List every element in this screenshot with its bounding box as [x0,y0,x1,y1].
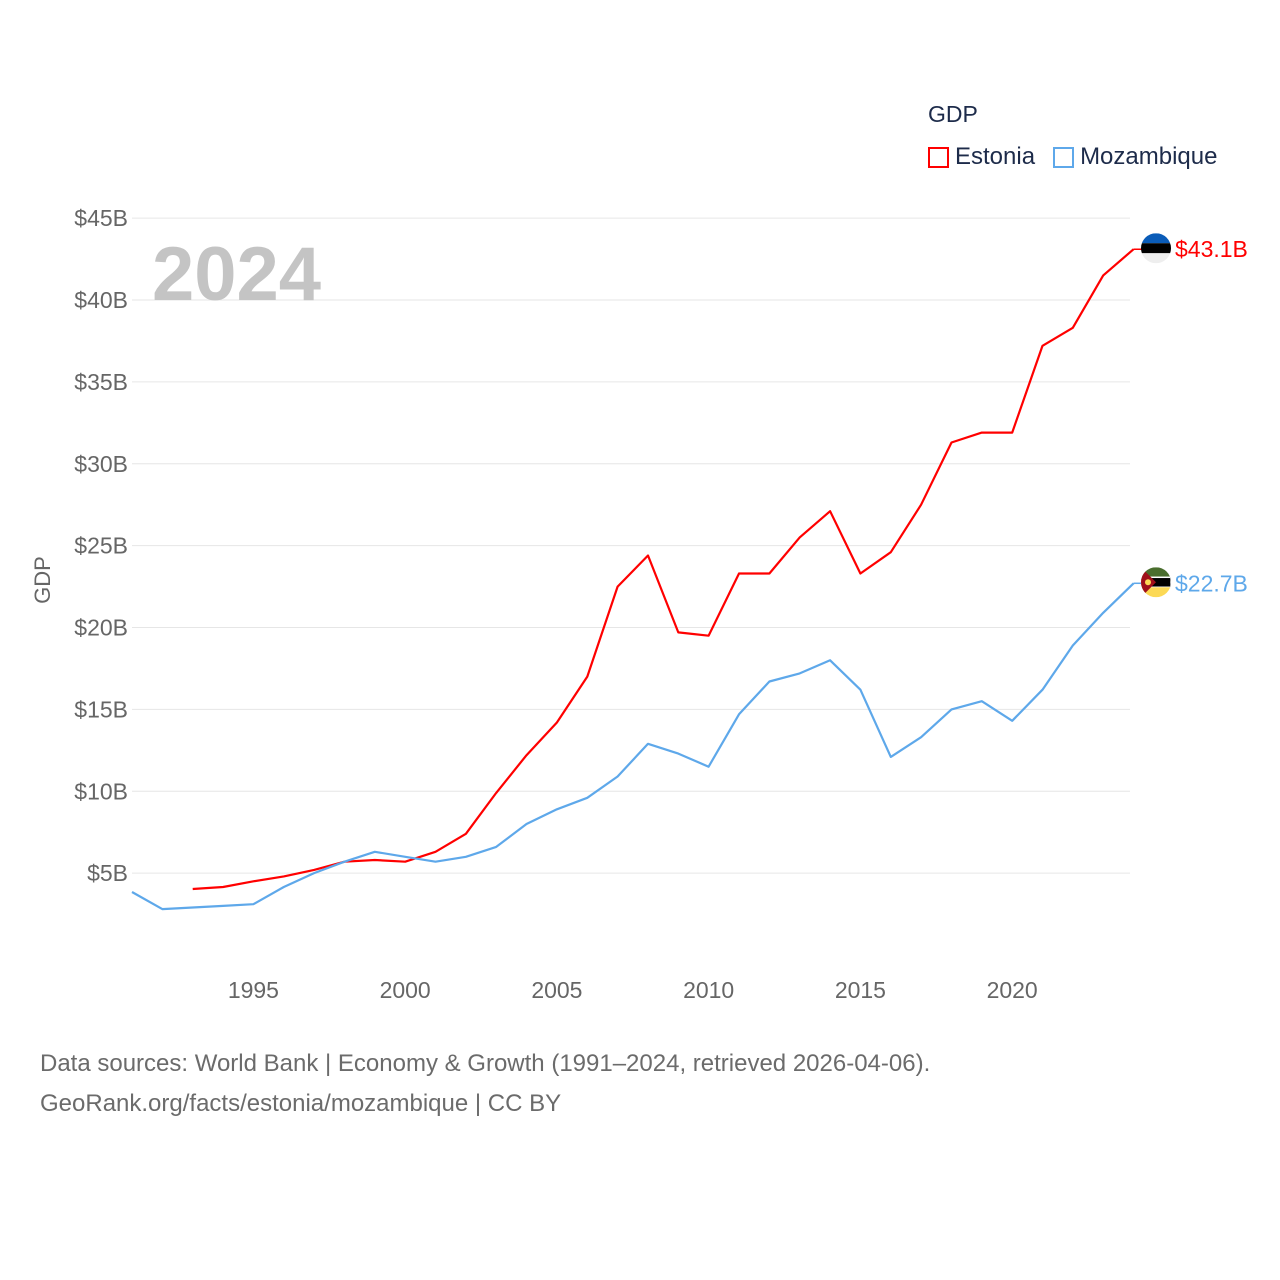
series-line-mozambique [131,582,1135,911]
y-tick-label: $15B [74,696,128,722]
y-tick-label: $45B [74,205,128,231]
y-tick-label: $30B [74,451,128,477]
legend-swatch-mozambique [1053,146,1075,168]
x-tick-label: 2020 [987,977,1038,1003]
footer: Data sources: World Bank | Economy & Gro… [40,1044,930,1124]
y-tick-label: $10B [74,778,128,804]
legend-item-mozambique[interactable]: Mozambique [1053,143,1217,171]
series-line-estonia [192,248,1135,891]
estonia-flag-icon [1141,233,1171,264]
mozambique-flag-icon [1141,567,1171,598]
y-tick-label: $35B [74,369,128,395]
x-tick-label: 2005 [531,977,582,1003]
x-tick-label: 2000 [380,977,431,1003]
end-value-label-mozambique: $22.7B [1175,570,1248,596]
x-tick-label: 2010 [683,977,734,1003]
legend-label-estonia: Estonia [955,143,1036,170]
x-tick-label: 1995 [228,977,279,1003]
y-tick-label: $20B [74,615,128,641]
legend-title: GDP [928,101,978,127]
source-link[interactable]: GeoRank.org/facts/estonia/mozambique | C… [40,1090,562,1117]
y-tick-label: $40B [74,287,128,313]
legend-label-mozambique: Mozambique [1080,143,1218,170]
legend-swatch-estonia [928,146,949,168]
legend-item-estonia[interactable]: Estonia [928,143,1035,171]
data-sources: Data sources: World Bank | Economy & Gro… [40,1050,931,1077]
y-axis-label: GDP [30,556,55,604]
year-label: 2024 [152,232,321,317]
x-tick-label: 2015 [835,977,886,1003]
legend: Estonia Mozambique [928,143,1217,171]
y-tick-label: $5B [87,860,128,886]
y-tick-label: $25B [74,533,128,559]
end-value-label-estonia: $43.1B [1175,236,1248,262]
